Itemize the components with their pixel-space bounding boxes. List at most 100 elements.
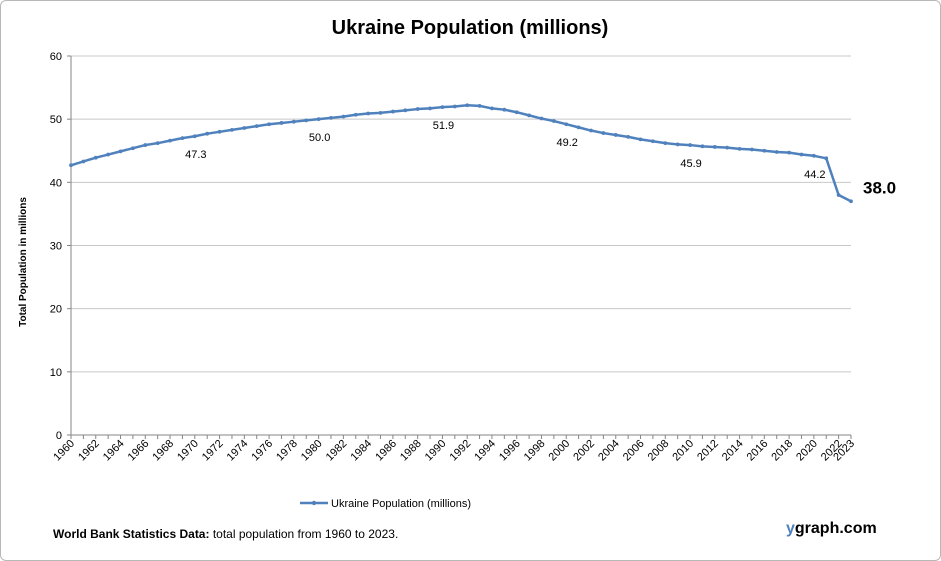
data-point-1988 [415,107,420,111]
annotation-2000: 49.2 [557,137,578,149]
annotation-1980: 50.0 [309,132,330,144]
x-tick-label-2012: 2012 [695,438,721,464]
x-tick-label-1992: 1992 [448,438,474,464]
x-tick-label-1970: 1970 [175,438,201,464]
annotation-1970: 47.3 [185,149,206,161]
data-point-1962 [93,155,98,160]
data-point-1987 [403,108,408,113]
y-axis-label: Total Population in millions [18,197,29,327]
source-note: World Bank Statistics Data: total popula… [53,527,398,541]
data-point-1990 [440,105,445,110]
data-point-1979 [304,118,309,123]
axes [67,55,852,439]
data-point-2018 [787,150,791,155]
data-point-1986 [391,109,395,114]
data-point-2000 [564,122,569,127]
data-point-1960 [69,163,73,168]
data-point-1970 [192,134,197,139]
data-point-2009 [675,142,680,147]
data-point-1982 [341,114,346,119]
data-point-1996 [514,110,519,115]
data-point-2022 [836,193,841,197]
x-tick-label-1982: 1982 [324,438,350,464]
data-annotations: 47.3 50.0 51.9 49.2 45.9 44.2 [185,120,825,181]
legend-entry-label: Ukraine Population (millions) [331,498,471,510]
data-point-1983 [353,112,358,117]
x-tick-labels: 1960196219641966196819701972197419761978… [51,438,857,464]
data-point-2010 [688,143,692,147]
x-tick-label-1976: 1976 [249,438,275,464]
x-tick-label-2006: 2006 [621,438,647,464]
data-point-1968 [168,138,172,143]
data-point-1995 [502,107,507,112]
data-point-2019 [799,152,804,157]
data-point-1992 [465,103,470,108]
annotation-2010: 45.9 [680,158,701,170]
data-point-2012 [712,145,717,149]
y-tick-label-10: 10 [50,367,62,379]
y-tick-label-0: 0 [56,430,62,442]
annotation-2020: 44.2 [804,169,825,181]
data-point-2003 [601,131,606,135]
data-point-1993 [477,104,482,108]
x-tick-label-2020: 2020 [794,438,820,464]
brand-logo-text: graph.com [794,520,877,537]
data-point-1976 [267,122,271,127]
x-tick-label-2008: 2008 [646,438,672,464]
data-point-2020 [811,153,816,158]
x-tick-label-1964: 1964 [101,438,127,464]
x-tick-label-2014: 2014 [720,438,746,464]
x-tick-label-2010: 2010 [670,438,696,464]
data-point-2015 [750,147,754,152]
data-point-1989 [428,106,432,111]
x-tick-label-1986: 1986 [373,438,399,464]
data-point-2001 [576,125,581,130]
brand-logo[interactable]: ygraph.com [786,520,877,538]
x-tick-label-1988: 1988 [398,438,424,464]
data-point-1978 [291,119,296,124]
y-tick-label-60: 60 [50,51,62,63]
source-note-bold: World Bank Statistics Data: [53,527,210,541]
x-tick-label-2002: 2002 [571,438,597,464]
data-point-2011 [700,144,705,149]
data-point-1980 [316,117,321,122]
legend: Ukraine Population (millions) [300,498,471,510]
x-tick-label-1962: 1962 [76,438,102,464]
data-point-1971 [205,131,210,136]
y-tick-label-50: 50 [50,114,62,126]
x-tick-label-1994: 1994 [472,438,498,464]
x-tick-label-1978: 1978 [274,438,300,464]
data-point-1981 [329,116,333,120]
data-point-1973 [230,128,234,132]
data-point-2004 [613,133,618,137]
data-point-1965 [131,146,135,151]
data-point-1967 [155,141,160,146]
legend-marker-swatch [311,500,317,506]
data-point-1975 [254,124,259,129]
data-point-2017 [774,150,779,154]
data-point-1966 [143,143,148,147]
data-point-2006 [638,137,643,142]
data-point-2005 [626,134,631,139]
data-point-1998 [539,116,544,121]
y-tick-label-40: 40 [50,177,62,189]
final-value-label: 38.0 [863,178,896,197]
data-point-1984 [366,111,371,116]
data-point-2016 [762,148,767,153]
data-point-2023 [849,199,853,204]
y-tick-label-20: 20 [50,304,62,316]
data-point-1994 [490,106,494,111]
data-point-1963 [106,152,111,157]
x-tick-label-2016: 2016 [745,438,771,464]
data-point-1961 [81,159,86,164]
x-tick-label-1984: 1984 [348,438,374,464]
data-point-2014 [737,146,742,151]
x-tick-label-1968: 1968 [150,438,176,464]
data-point-2002 [589,128,593,133]
brand-logo-y: y [786,520,795,537]
chart-title: Ukraine Population (millions) [332,17,609,39]
x-tick-label-1998: 1998 [522,438,548,464]
data-point-2013 [725,145,730,150]
x-tick-label-1972: 1972 [200,438,226,464]
